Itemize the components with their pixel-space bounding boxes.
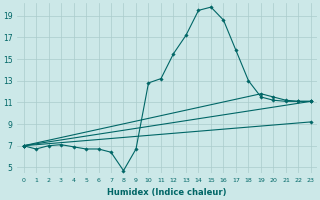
X-axis label: Humidex (Indice chaleur): Humidex (Indice chaleur) [108,188,227,197]
